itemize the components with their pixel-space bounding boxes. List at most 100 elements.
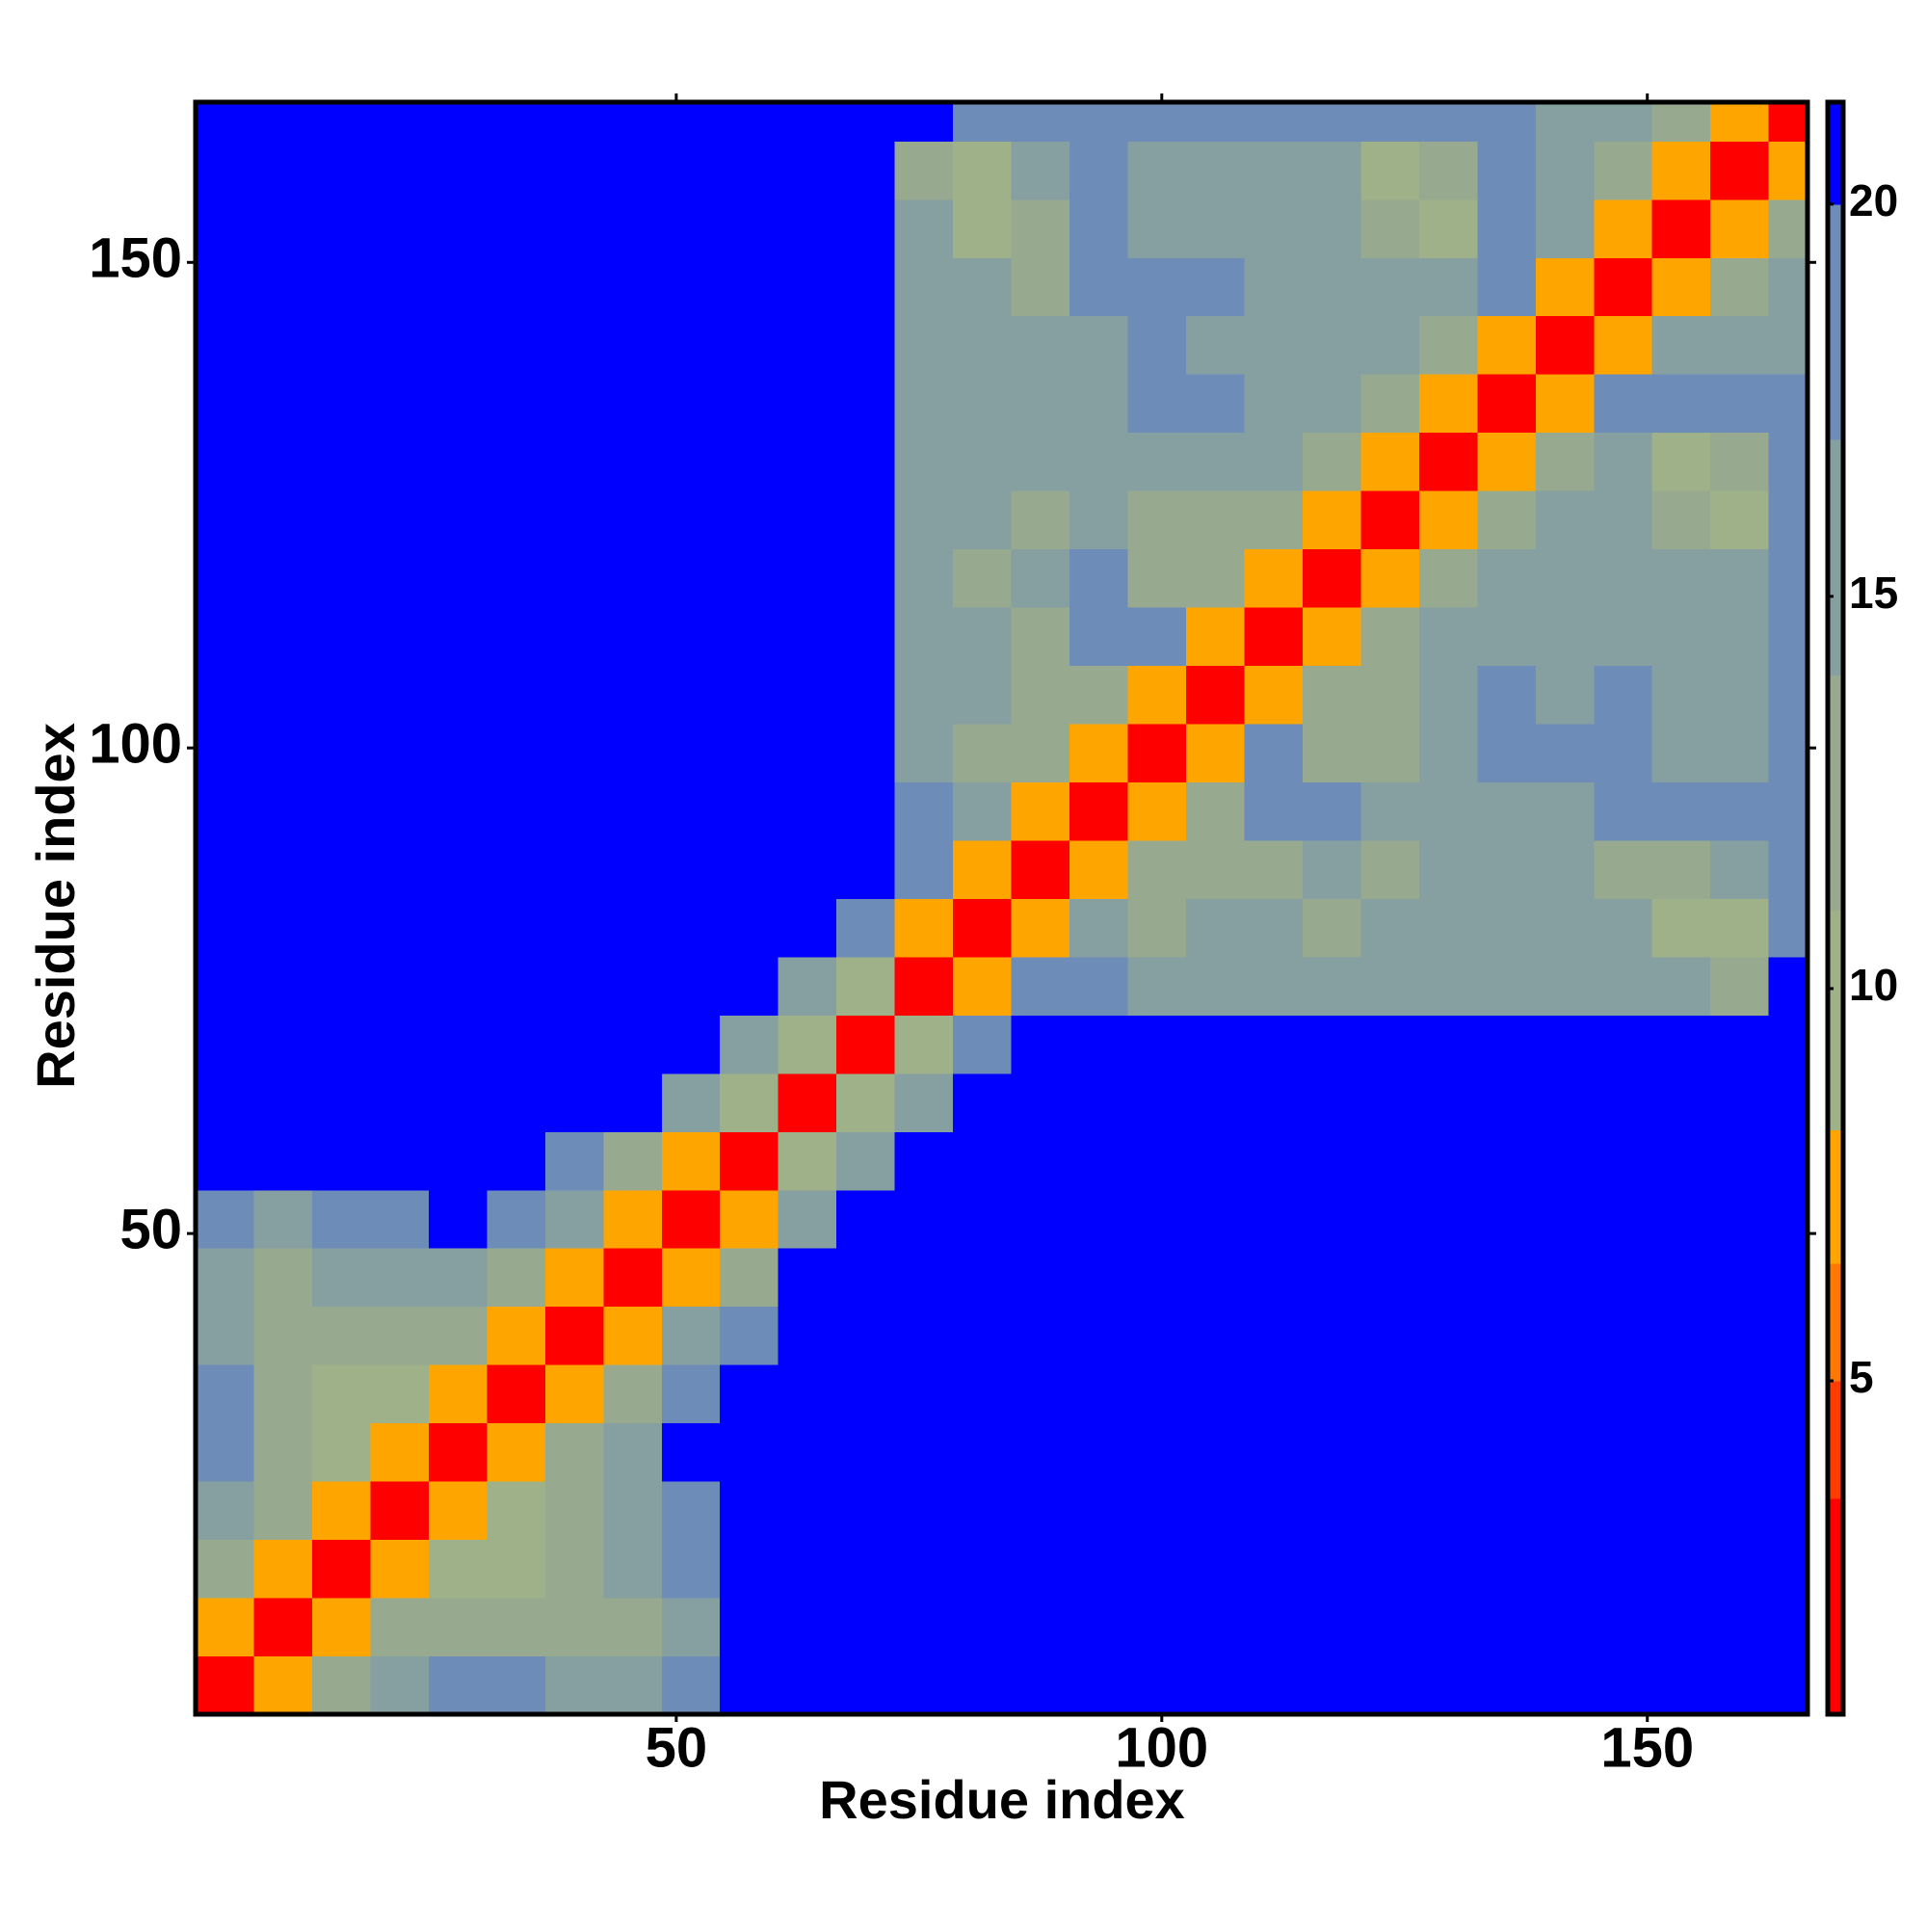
heatmap-cell: [1535, 432, 1595, 491]
heatmap-cell: [1535, 1422, 1595, 1482]
heatmap-cell: [661, 956, 721, 1016]
heatmap-cell: [1710, 839, 1770, 899]
heatmap-cell: [311, 548, 371, 608]
heatmap-cell: [1069, 1072, 1129, 1132]
heatmap-cell: [778, 607, 837, 667]
heatmap-cell: [1594, 1539, 1653, 1599]
heatmap-cell: [1302, 315, 1361, 375]
heatmap-cell: [1244, 1655, 1304, 1715]
heatmap-cell: [1069, 1364, 1129, 1424]
heatmap-cell: [1710, 102, 1770, 142]
heatmap-cell: [1594, 1015, 1653, 1074]
heatmap-cell: [1360, 141, 1420, 200]
heatmap-cell: [1011, 315, 1070, 375]
heatmap-cell: [1710, 548, 1770, 608]
heatmap-cell: [1244, 1072, 1304, 1132]
heatmap-cell: [1360, 1364, 1420, 1424]
heatmap-cell: [1594, 490, 1653, 550]
heatmap-cell: [1768, 781, 1808, 841]
heatmap-cell: [1185, 1072, 1245, 1132]
heatmap-cell: [1768, 1015, 1808, 1074]
heatmap-cell: [661, 315, 721, 375]
heatmap-cell: [1418, 490, 1478, 550]
heatmap-cell: [778, 374, 837, 434]
heatmap-cell: [894, 1072, 954, 1132]
heatmap-cell: [778, 1364, 837, 1424]
heatmap-cell: [894, 490, 954, 550]
heatmap-cell: [428, 141, 488, 200]
heatmap-cell: [1477, 898, 1537, 958]
heatmap-cell: [1651, 839, 1711, 899]
heatmap-cell: [1477, 490, 1537, 550]
heatmap-cell: [778, 839, 837, 899]
heatmap-cell: [603, 607, 663, 667]
heatmap-cell: [1069, 102, 1129, 142]
heatmap-cell: [1594, 1655, 1653, 1715]
heatmap-cell: [953, 607, 1013, 667]
heatmap-cell: [1710, 1481, 1770, 1541]
heatmap-cell: [1768, 257, 1808, 317]
heatmap-cell: [1011, 432, 1070, 491]
colorbar-band: [1828, 1381, 1843, 1499]
heatmap-cell: [370, 1655, 430, 1715]
heatmap-cell: [661, 1306, 721, 1365]
heatmap-cell: [836, 1248, 896, 1308]
heatmap-cell: [1302, 548, 1361, 608]
heatmap-cell: [370, 1306, 430, 1365]
heatmap-cell: [836, 1189, 896, 1249]
heatmap-cell: [894, 1306, 954, 1365]
heatmap-cell: [894, 607, 954, 667]
heatmap-cell: [1651, 607, 1711, 667]
heatmap-cell: [1651, 1364, 1711, 1424]
heatmap-cell: [1710, 607, 1770, 667]
heatmap-cell: [1127, 1655, 1187, 1715]
heatmap-cell: [428, 374, 488, 434]
heatmap-cell: [1710, 198, 1770, 258]
heatmap-cell: [370, 1189, 430, 1249]
heatmap-cell: [720, 1306, 779, 1365]
heatmap-cell: [196, 102, 254, 142]
heatmap-cell: [1011, 665, 1070, 725]
heatmap-cell: [370, 141, 430, 200]
heatmap-cell: [1244, 956, 1304, 1016]
heatmap-cell: [1185, 1189, 1245, 1249]
heatmap-cell: [196, 1131, 254, 1191]
heatmap-cell: [1185, 1655, 1245, 1715]
heatmap-cell: [428, 1189, 488, 1249]
heatmap-cell: [1535, 839, 1595, 899]
heatmap-cell: [836, 1131, 896, 1191]
heatmap-cell: [196, 898, 254, 958]
heatmap-cell: [1710, 1364, 1770, 1424]
heatmap-cell: [1651, 374, 1711, 434]
heatmap-cell: [720, 1189, 779, 1249]
heatmap-cell: [1360, 839, 1420, 899]
heatmap-cell: [1477, 1131, 1537, 1191]
heatmap-cell: [1360, 1422, 1420, 1482]
heatmap-cell: [894, 1131, 954, 1191]
heatmap-cell: [836, 1655, 896, 1715]
heatmap-cell: [1244, 1539, 1304, 1599]
heatmap-cell: [544, 257, 604, 317]
heatmap-cell: [1302, 1481, 1361, 1541]
heatmap-cell: [428, 1422, 488, 1482]
heatmap-cell: [894, 1598, 954, 1657]
heatmap-cell: [196, 607, 254, 667]
heatmap-cell: [253, 956, 313, 1016]
heatmap-cell: [778, 141, 837, 200]
heatmap-cell: [1418, 141, 1478, 200]
heatmap-cell: [487, 257, 546, 317]
heatmap-cell: [1302, 1598, 1361, 1657]
heatmap-cell: [836, 1015, 896, 1074]
heatmap-cell: [1768, 956, 1808, 1016]
heatmap-cell: [1127, 102, 1187, 142]
heatmap-cell: [1651, 1598, 1711, 1657]
heatmap-cell: [1185, 1598, 1245, 1657]
heatmap-cell: [196, 141, 254, 200]
x-tick-label: 150: [1600, 1716, 1694, 1779]
heatmap-cell: [1127, 1422, 1187, 1482]
heatmap-cell: [1535, 1539, 1595, 1599]
heatmap-cell: [1418, 1598, 1478, 1657]
heatmap-cell: [370, 724, 430, 782]
heatmap-cell: [778, 490, 837, 550]
